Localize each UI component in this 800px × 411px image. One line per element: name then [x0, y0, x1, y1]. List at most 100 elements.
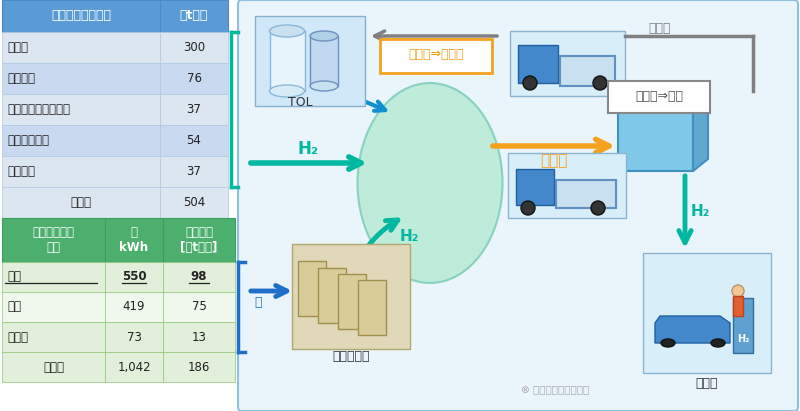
Text: 300: 300 — [183, 41, 205, 54]
Ellipse shape — [661, 339, 675, 347]
Text: H₂: H₂ — [298, 140, 318, 158]
Text: 丙烷脱氢（ＰＤＨ）: 丙烷脱氢（ＰＤＨ） — [7, 103, 70, 116]
Bar — [298, 261, 326, 316]
Bar — [2, 125, 160, 156]
Text: 氯碱行业: 氯碱行业 — [7, 165, 35, 178]
Bar — [255, 16, 365, 106]
Bar — [160, 187, 228, 218]
Bar — [510, 31, 625, 96]
FancyBboxPatch shape — [608, 81, 710, 113]
FancyBboxPatch shape — [380, 39, 492, 73]
Text: 98: 98 — [190, 270, 207, 284]
Text: 37: 37 — [186, 165, 202, 178]
Text: 水电解制氢: 水电解制氢 — [332, 349, 370, 363]
Bar — [2, 156, 160, 187]
Bar — [618, 111, 693, 171]
Circle shape — [732, 285, 744, 297]
Circle shape — [523, 76, 537, 90]
Bar — [2, 187, 160, 218]
Text: 电: 电 — [254, 296, 262, 309]
Ellipse shape — [358, 83, 502, 283]
Text: 37: 37 — [186, 103, 202, 116]
Circle shape — [521, 201, 535, 215]
Bar — [358, 280, 386, 335]
Text: 合　計: 合 計 — [70, 196, 91, 209]
Ellipse shape — [310, 81, 338, 91]
Bar — [643, 253, 771, 373]
Bar — [2, 94, 160, 125]
Polygon shape — [655, 316, 730, 343]
Bar — [105, 292, 163, 322]
Text: 氢气换算
[万t／年]: 氢气换算 [万t／年] — [180, 226, 218, 254]
Bar — [105, 218, 163, 262]
Text: ＴＯＬ: ＴＯＬ — [649, 23, 671, 35]
Text: H₂: H₂ — [400, 229, 419, 243]
Text: 1,042: 1,042 — [117, 360, 151, 374]
Circle shape — [593, 76, 607, 90]
Text: 186: 186 — [188, 360, 210, 374]
Text: H₂: H₂ — [737, 334, 749, 344]
Polygon shape — [618, 99, 708, 111]
Text: 504: 504 — [183, 196, 205, 209]
Bar — [163, 322, 235, 352]
Text: 煤气化: 煤气化 — [7, 41, 28, 54]
Bar — [516, 169, 554, 205]
Bar — [733, 298, 753, 353]
Bar — [160, 94, 228, 125]
Bar — [160, 32, 228, 63]
Bar — [2, 0, 160, 32]
Bar — [105, 352, 163, 382]
Text: 太阳能: 太阳能 — [7, 330, 28, 344]
Ellipse shape — [270, 85, 305, 97]
Text: 副生水素生産能力: 副生水素生産能力 — [51, 9, 111, 23]
Text: 419: 419 — [122, 300, 146, 314]
Text: 加氢站: 加氢站 — [696, 376, 718, 390]
Bar — [160, 125, 228, 156]
Bar — [2, 63, 160, 94]
Text: ⊗ 雪球：香橙会研究院: ⊗ 雪球：香橙会研究院 — [521, 384, 589, 394]
Text: 億
kWh: 億 kWh — [119, 226, 149, 254]
Text: 13: 13 — [191, 330, 206, 344]
Text: 风电: 风电 — [7, 300, 21, 314]
Bar — [163, 262, 235, 292]
Bar — [163, 292, 235, 322]
Bar — [2, 352, 105, 382]
Ellipse shape — [310, 31, 338, 41]
Bar — [160, 0, 228, 32]
Text: ＴＯＬ⇒ＭＣＨ: ＴＯＬ⇒ＭＣＨ — [408, 48, 464, 62]
Ellipse shape — [270, 25, 305, 37]
Bar — [2, 322, 105, 352]
Bar — [2, 32, 160, 63]
Text: ＭＣＨ⇒Ｈ２: ＭＣＨ⇒Ｈ２ — [635, 90, 683, 102]
Text: 工乙烷裂解等: 工乙烷裂解等 — [7, 134, 49, 147]
Bar — [292, 244, 410, 349]
Ellipse shape — [711, 339, 725, 347]
Text: 万t／年: 万t／年 — [180, 9, 208, 23]
Bar — [310, 36, 338, 86]
Text: 550: 550 — [122, 270, 146, 284]
Bar — [270, 31, 305, 91]
Bar — [556, 180, 616, 208]
Text: 合　計: 合 計 — [43, 360, 64, 374]
Bar — [163, 352, 235, 382]
FancyBboxPatch shape — [238, 0, 798, 411]
Text: TOL: TOL — [288, 97, 312, 109]
Bar — [518, 45, 558, 83]
Text: 焦炉尾气: 焦炉尾气 — [7, 72, 35, 85]
Bar — [733, 296, 743, 316]
Text: 73: 73 — [126, 330, 142, 344]
Text: 54: 54 — [186, 134, 202, 147]
Polygon shape — [693, 99, 708, 171]
Text: 75: 75 — [191, 300, 206, 314]
Bar — [160, 63, 228, 94]
Circle shape — [591, 201, 605, 215]
Text: 水电: 水电 — [7, 270, 21, 284]
Text: ＭＣＨ: ＭＣＨ — [540, 153, 568, 169]
Bar — [560, 56, 615, 86]
Bar — [2, 262, 105, 292]
Bar — [508, 153, 626, 218]
Bar — [163, 218, 235, 262]
Bar — [338, 274, 366, 329]
Text: H₂: H₂ — [690, 203, 710, 219]
Bar — [105, 322, 163, 352]
